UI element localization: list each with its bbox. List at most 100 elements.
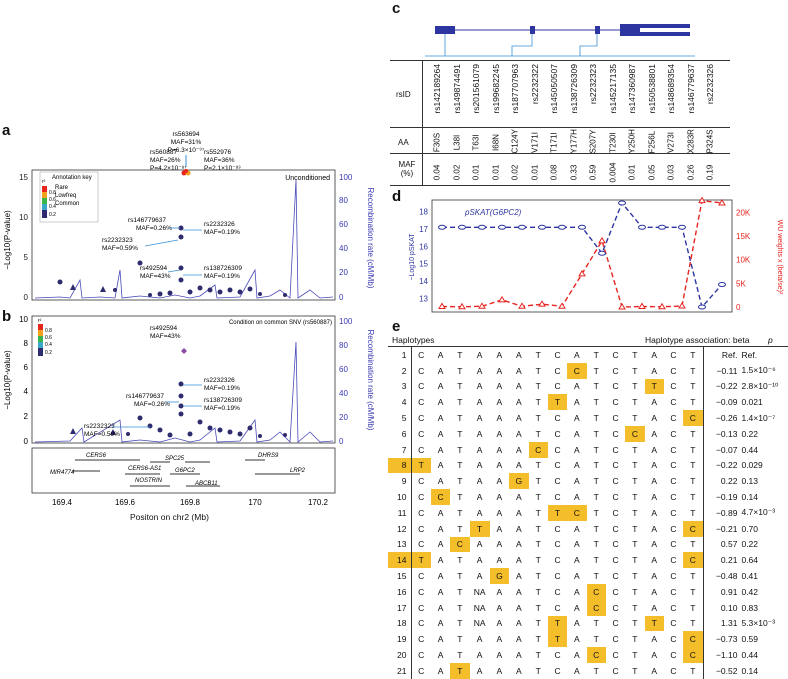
ytick: 10: [19, 213, 28, 222]
allele-cell: A: [574, 381, 580, 392]
allele-cell: C: [670, 618, 677, 629]
allele-cell: A: [515, 507, 522, 518]
allele-cell: T: [450, 662, 470, 679]
allele-cell: A: [651, 602, 658, 613]
pskat-point: [638, 224, 646, 230]
allele-cell: T: [535, 523, 541, 534]
allele-cell: T: [535, 397, 541, 408]
allele-cell: C: [418, 413, 425, 424]
allele-cell: C: [418, 602, 425, 613]
allele-cell: A: [574, 650, 580, 661]
allele-cell: A: [651, 365, 658, 376]
allele-cell: T: [411, 552, 431, 569]
allele-cell: A: [651, 349, 658, 360]
ylabel-left: −Log10(P-value): [3, 210, 12, 270]
svg-text:rs552976: rs552976: [204, 149, 231, 156]
svg-text:MAF=36%: MAF=36%: [204, 157, 235, 164]
haplotype-row: 17 C A T NA A A T C A C C T A C T 0.10 0.83: [388, 599, 788, 616]
callout: rs146779637: [128, 217, 166, 224]
allele-cell: A: [496, 476, 503, 487]
allele-cell: C: [612, 555, 619, 566]
maf-cell: 0.02: [510, 164, 520, 181]
ytick: 13: [419, 294, 428, 303]
haplotype-row: 3 C A T A A A T C A T C T T C T −0.22 2.8×10⁻¹⁰: [388, 378, 788, 395]
allele-cell: C: [418, 618, 425, 629]
allele-cell: T: [535, 555, 541, 566]
allele-cell: T: [593, 618, 599, 629]
gene-label: LRP2: [290, 468, 306, 474]
ytick-right: 60: [339, 220, 348, 229]
haplotype-number: 20: [388, 647, 412, 663]
svg-text:Common: Common: [55, 201, 79, 207]
beta-cell: 0.57: [702, 536, 740, 553]
ytick-right: 40: [339, 244, 348, 253]
allele-cell: T: [632, 523, 638, 534]
beta-cell: −0.07: [702, 441, 740, 458]
allele-cell: T: [632, 365, 638, 376]
allele-cell: A: [476, 381, 483, 392]
allele-cell: A: [515, 571, 522, 582]
allele-cell: A: [574, 523, 580, 534]
allele-cell: T: [535, 413, 541, 424]
haplotype-row: 18 C A T NA A A T T A T C T T C T 1.31 5.3×10⁻³: [388, 615, 788, 632]
allele-cell: C: [418, 665, 425, 676]
allele-cell: A: [476, 413, 483, 424]
allele-cell: A: [651, 460, 658, 471]
haplotype-row: 4 C A T A A A T T A T C T A C T −0.09 0.021: [388, 394, 788, 411]
allele-cell: T: [547, 504, 568, 521]
allele-cell: T: [457, 602, 463, 613]
svg-text:rs560887: rs560887: [150, 149, 177, 156]
chart-title: pSKAT(G6PC2): [464, 208, 522, 217]
allele-cell: T: [593, 476, 599, 487]
haplotype-number: 19: [388, 631, 412, 648]
aa-cell: Y177H: [569, 129, 578, 154]
allele-cell: T: [632, 381, 638, 392]
haplotype-number: 18: [388, 615, 412, 632]
allele-cell: C: [670, 365, 677, 376]
callout: rs2232323: [84, 423, 115, 430]
haplotype-row: 9 C A T A A G T C A T C T A C T 0.22 0.13: [388, 473, 788, 490]
svg-text:0.2: 0.2: [49, 212, 56, 218]
allele-cell: C: [612, 602, 619, 613]
beta-cell: 0.21: [702, 552, 740, 569]
aa-cell: T171I: [549, 132, 559, 153]
allele-cell: T: [535, 650, 541, 661]
allele-cell: T: [593, 413, 599, 424]
aa-cell: X283R: [686, 129, 695, 154]
allele-cell: C: [418, 571, 425, 582]
callout: MAF=0.19%: [204, 385, 240, 392]
allele-cell: A: [476, 665, 483, 676]
allele-cell: A: [574, 413, 580, 424]
allele-cell: C: [683, 631, 704, 648]
pskat-point: [498, 224, 506, 230]
plot-frame: [31, 315, 336, 444]
allele-cell: A: [515, 413, 522, 424]
svg-text:P=4.2×10⁻⁸⁷: P=4.2×10⁻⁸⁷: [150, 165, 187, 172]
allele-cell: T: [632, 460, 638, 471]
allele-cell: T: [535, 571, 541, 582]
allele-cell: T: [632, 349, 638, 360]
callout: MAF=0.59%: [84, 431, 120, 438]
allele-cell: A: [651, 634, 658, 645]
allele-cell: C: [670, 539, 677, 550]
pskat-point: [598, 250, 606, 256]
svg-text:0.6: 0.6: [45, 335, 52, 341]
allele-cell: A: [515, 349, 522, 360]
allele-cell: C: [418, 349, 425, 360]
allele-cell: T: [690, 492, 696, 503]
allele-cell: A: [574, 618, 580, 629]
allele-cell: C: [670, 444, 677, 455]
allele-cell: C: [418, 507, 425, 518]
allele-cell: T: [457, 555, 463, 566]
allele-cell: C: [670, 523, 677, 534]
allele-cell: A: [496, 523, 503, 534]
rsid-cell: rs145050507: [549, 64, 559, 114]
allele-cell: T: [632, 650, 638, 661]
allele-cell: A: [476, 539, 483, 550]
allele-cell: G: [509, 473, 529, 490]
ylabel-left: −Log10 pSKAT: [409, 233, 416, 281]
p-cell: 0.14: [741, 492, 759, 503]
allele-cell: A: [496, 634, 503, 645]
allele-cell: A: [651, 413, 658, 424]
allele-cell: T: [535, 539, 541, 550]
